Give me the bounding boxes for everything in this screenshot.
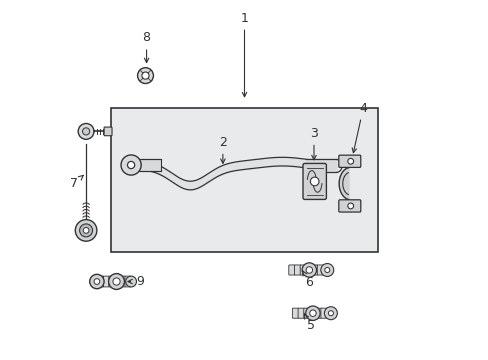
Text: 7: 7	[70, 175, 83, 190]
Circle shape	[347, 203, 353, 209]
Circle shape	[89, 274, 104, 289]
FancyBboxPatch shape	[309, 308, 315, 318]
FancyBboxPatch shape	[338, 200, 360, 212]
Circle shape	[94, 279, 100, 284]
FancyBboxPatch shape	[98, 276, 104, 287]
Text: 9: 9	[128, 275, 144, 288]
Bar	[111, 108, 377, 252]
Circle shape	[121, 155, 141, 175]
FancyBboxPatch shape	[298, 308, 304, 318]
Circle shape	[310, 177, 318, 186]
Text: 8: 8	[142, 31, 150, 63]
FancyBboxPatch shape	[120, 276, 125, 287]
FancyBboxPatch shape	[108, 276, 115, 287]
Circle shape	[347, 158, 353, 164]
FancyBboxPatch shape	[114, 276, 120, 287]
Circle shape	[320, 264, 333, 276]
FancyBboxPatch shape	[300, 265, 306, 275]
FancyBboxPatch shape	[303, 163, 325, 199]
FancyBboxPatch shape	[338, 155, 360, 167]
FancyBboxPatch shape	[311, 265, 317, 275]
Polygon shape	[139, 159, 161, 171]
FancyBboxPatch shape	[125, 276, 131, 287]
FancyBboxPatch shape	[315, 308, 321, 318]
Circle shape	[302, 263, 316, 277]
Text: 3: 3	[309, 127, 317, 160]
FancyBboxPatch shape	[103, 276, 109, 287]
Text: 1: 1	[240, 12, 248, 97]
Text: 2: 2	[219, 136, 226, 163]
FancyBboxPatch shape	[320, 308, 326, 318]
Circle shape	[78, 123, 94, 139]
FancyBboxPatch shape	[317, 265, 323, 275]
Circle shape	[142, 72, 149, 79]
Text: 6: 6	[302, 271, 313, 289]
Text: 4: 4	[351, 102, 366, 153]
Circle shape	[305, 267, 312, 273]
Circle shape	[83, 228, 89, 233]
Circle shape	[75, 220, 97, 241]
FancyBboxPatch shape	[305, 265, 311, 275]
Circle shape	[127, 161, 134, 168]
Polygon shape	[339, 168, 348, 199]
FancyBboxPatch shape	[303, 308, 309, 318]
Circle shape	[108, 274, 124, 289]
Circle shape	[125, 276, 136, 287]
Circle shape	[137, 68, 153, 84]
FancyBboxPatch shape	[288, 265, 294, 275]
Circle shape	[324, 307, 337, 320]
Circle shape	[328, 311, 333, 316]
FancyBboxPatch shape	[294, 265, 300, 275]
FancyBboxPatch shape	[292, 308, 298, 318]
Circle shape	[80, 224, 92, 237]
Text: 5: 5	[304, 314, 314, 332]
Circle shape	[305, 306, 320, 320]
Circle shape	[309, 310, 316, 316]
FancyBboxPatch shape	[104, 127, 112, 136]
Circle shape	[324, 267, 329, 273]
Circle shape	[82, 128, 89, 135]
Circle shape	[113, 278, 120, 285]
